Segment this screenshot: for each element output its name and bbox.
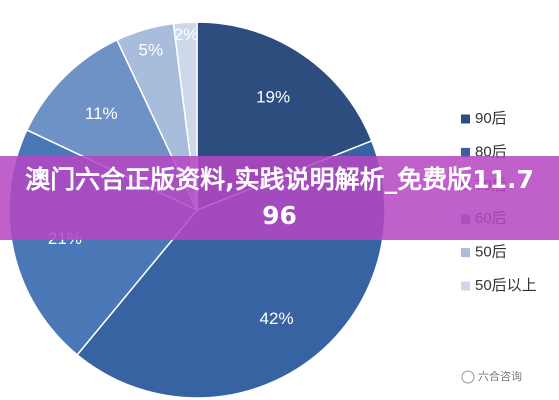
watermark: 六合咨询	[478, 369, 522, 383]
slice-label: 5%	[139, 41, 164, 60]
watermark-icon	[461, 370, 475, 384]
legend-marker	[461, 281, 470, 291]
slice-label: 2%	[174, 25, 199, 44]
legend-marker	[461, 147, 470, 157]
legend-marker	[461, 114, 470, 124]
legend-marker	[461, 248, 470, 258]
slice-label: 42%	[260, 309, 294, 328]
legend-label: 50后	[475, 244, 507, 261]
legend-label: 50后以上	[475, 277, 537, 294]
slice-label: 19%	[256, 88, 290, 107]
slice-label: 11%	[85, 104, 118, 123]
banner: 澳门六合正版资料,实践说明解析_免费版11.796	[0, 156, 559, 240]
legend-label: 90后	[475, 110, 507, 127]
banner-text: 澳门六合正版资料,实践说明解析_免费版11.796	[25, 165, 534, 230]
